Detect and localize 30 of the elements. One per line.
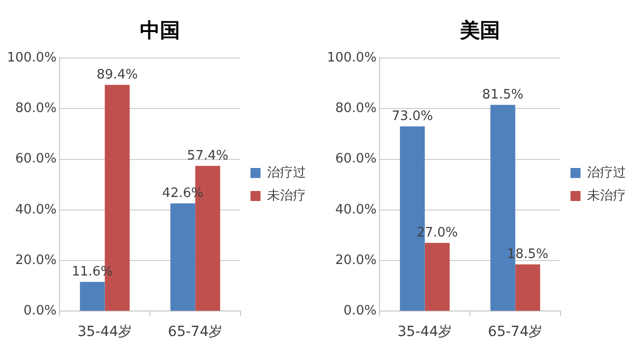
- data-label: 57.4%: [187, 148, 228, 164]
- y-tick-label: 100.0%: [6, 50, 57, 66]
- y-tick-label: 40.0%: [15, 202, 57, 218]
- legend-label: 未治疗: [587, 188, 626, 204]
- y-tick-label: 0.0%: [24, 304, 57, 319]
- data-label: 81.5%: [482, 88, 524, 103]
- data-label: 73.0%: [392, 109, 434, 124]
- chart-title: 中国: [140, 18, 180, 42]
- chart-title: 美国: [459, 18, 500, 42]
- bar: [424, 242, 450, 311]
- data-label: 89.4%: [96, 68, 138, 83]
- y-tick-label: 80.0%: [15, 101, 57, 116]
- y-tick-label: 0.0%: [344, 304, 377, 319]
- bar: [170, 203, 196, 311]
- y-tick-label: 20.0%: [335, 252, 377, 268]
- bar: [515, 264, 540, 311]
- x-tick-label: 65-74岁: [168, 324, 223, 340]
- bar: [80, 282, 105, 311]
- legend-label: 治疗过: [587, 165, 626, 180]
- x-tick-label: 35-44岁: [397, 324, 452, 340]
- y-tick-label: 60.0%: [335, 152, 377, 167]
- y-tick-label: 60.0%: [15, 152, 57, 167]
- x-tick-label: 35-44岁: [77, 324, 132, 340]
- legend-label: 治疗过: [267, 165, 306, 180]
- y-tick-label: 40.0%: [335, 202, 377, 218]
- y-tick-label: 80.0%: [335, 101, 377, 116]
- legend-label: 未治疗: [267, 188, 306, 204]
- y-tick-label: 20.0%: [15, 252, 57, 268]
- x-tick-label: 65-74岁: [488, 324, 543, 340]
- y-tick-label: 100.0%: [326, 50, 377, 66]
